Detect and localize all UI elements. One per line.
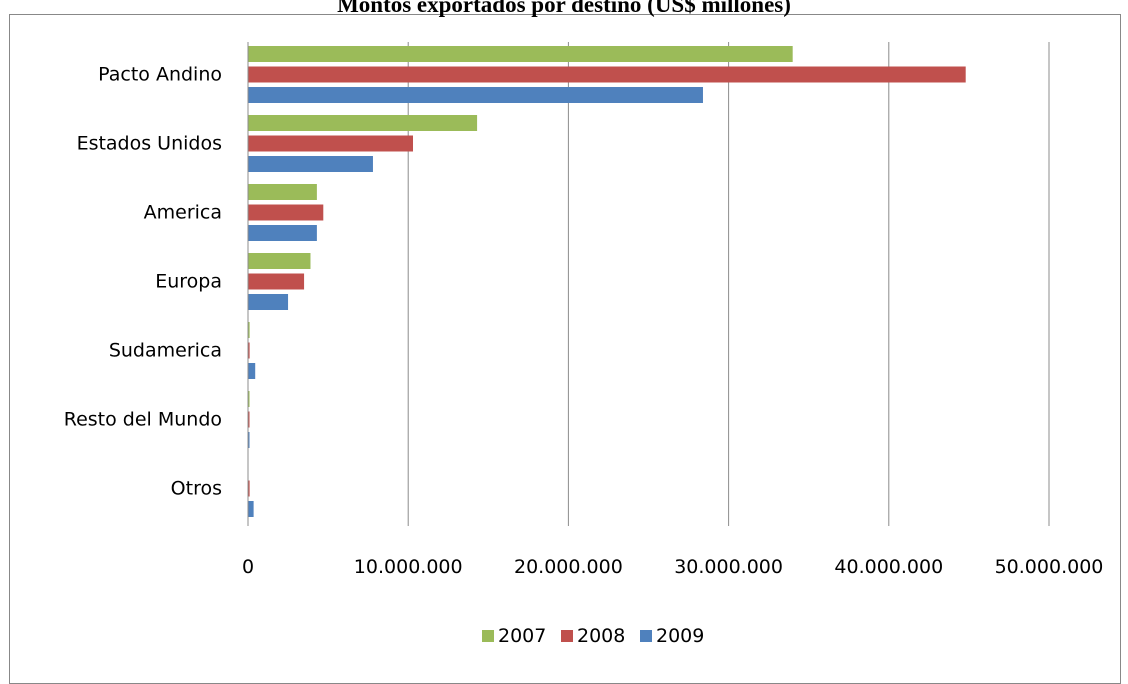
bar-2007-1 (248, 115, 478, 131)
x-tick-label: 30.000.000 (674, 556, 783, 578)
legend-label-2007: 2007 (498, 625, 546, 647)
bar-2009-6 (248, 501, 254, 517)
bar-2008-0 (248, 66, 966, 83)
bar-2009-3 (248, 294, 289, 310)
bar-2007-3 (248, 253, 311, 269)
bar-2008-2 (248, 204, 324, 221)
bar-chart: Pacto Andino Estados Unidos America Europa S… (64, 42, 1104, 647)
bar-2009-5 (248, 432, 250, 448)
x-tick-label: 20.000.000 (514, 556, 623, 578)
chart-title: Montos exportados por destino (US$ millo… (337, 0, 791, 17)
axes: Pacto Andino Estados Unidos America Europa S… (64, 42, 1104, 578)
bar-2009-4 (248, 363, 256, 379)
x-tick-label: 0 (242, 556, 254, 578)
category-label: America (144, 202, 222, 224)
bar-2007-2 (248, 184, 317, 200)
category-label: Estados Unidos (77, 133, 222, 155)
category-label: Resto del Mundo (64, 409, 222, 431)
bar-2008-6 (248, 480, 250, 497)
legend-swatch-2008 (561, 630, 573, 642)
bar-2008-3 (248, 273, 305, 290)
chart-frame (9, 14, 1121, 684)
bar-2008-5 (248, 411, 250, 428)
category-label: Europa (155, 271, 222, 293)
legend-label-2008: 2008 (577, 625, 625, 647)
legend: 2007 2008 2009 (482, 625, 704, 647)
category-label: Otros (171, 478, 222, 500)
bar-2009-0 (248, 87, 703, 103)
bar-2009-2 (248, 225, 317, 241)
category-label: Sudamerica (109, 340, 222, 362)
bar-2008-1 (248, 135, 414, 152)
bars (248, 46, 966, 517)
bar-2007-4 (248, 322, 250, 338)
bar-2007-5 (248, 391, 250, 407)
legend-swatch-2007 (482, 630, 494, 642)
legend-label-2009: 2009 (656, 625, 704, 647)
x-tick-label: 10.000.000 (354, 556, 463, 578)
gridlines (407, 42, 1050, 526)
category-label: Pacto Andino (98, 64, 222, 86)
x-tick-label: 40.000.000 (834, 556, 943, 578)
legend-swatch-2009 (640, 630, 652, 642)
bar-2009-1 (248, 156, 373, 172)
x-tick-label: 50.000.000 (995, 556, 1104, 578)
bar-2007-0 (248, 46, 793, 62)
bar-2008-4 (248, 342, 250, 359)
